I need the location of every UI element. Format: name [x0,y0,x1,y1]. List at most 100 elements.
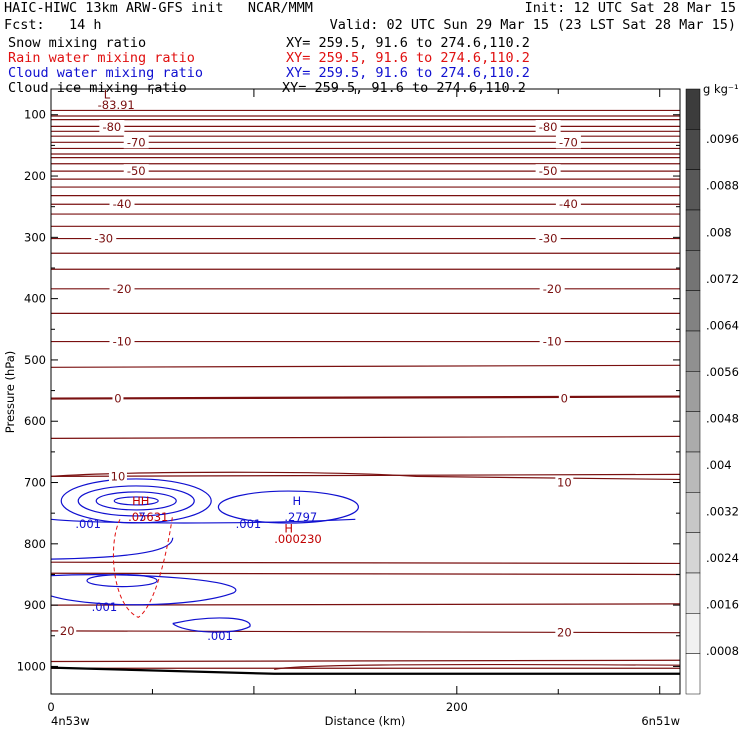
extremum-label: .000230 [274,532,322,546]
colorbar-label: .0088 [706,179,739,193]
plot-frame [50,88,681,695]
colorbar-segment [685,290,701,332]
cloud-water-contour [50,537,174,560]
colorbar-label: .0056 [706,365,739,379]
colorbar-segment [685,492,701,533]
isotherm-line [50,561,681,565]
field-cloudwater-name: Cloud water mixing ratio [8,65,204,81]
extremum-label: 7 [138,510,145,524]
isotherm-label-bg [123,164,149,178]
colorbar-label: .0032 [706,505,739,519]
isotherm-label: -10 [543,335,562,349]
y-tick-label: 100 [24,108,46,122]
isotherm-label: 20 [60,624,75,638]
cloud-water-contour [172,617,251,633]
cloud-water-contour [86,574,158,588]
extremum-label: .001 [207,629,233,643]
x-tick-label: 200 [446,700,468,714]
cloud-water-contour [50,518,356,524]
colorbar-segment [685,532,701,574]
colorbar-segment [685,250,701,291]
extremum-label: .001 [75,517,101,531]
colorbar-label: .0048 [706,411,739,425]
cloud-water-contour [77,485,195,517]
isotherm-line [50,659,681,663]
isotherm-label-bg [535,120,561,134]
colorbar-segment [685,411,701,453]
chart-title: HAIC-HIWC 13km ARW-GFS init NCAR/MMM [4,0,313,16]
y-tick-label: 200 [24,169,46,183]
valid-time: Valid: 02 UTC Sun 29 Mar 15 (23 LST Sat … [329,17,736,33]
y-tick-label: 700 [24,476,46,490]
colorbar-label: .004 [706,458,732,472]
extremum-label: HH [132,494,149,508]
forecast-hour: Fcst: 14 h [4,17,102,33]
field-rain-xy: XY= 259.5, 91.6 to 274.6,110.2 [286,50,530,66]
isotherm-label: 20 [557,626,572,640]
colorbar-label: .0016 [706,598,739,612]
colorbar-label: .0008 [706,644,739,658]
isotherm-label: -80 [539,120,558,134]
isotherm-label: -40 [559,197,578,211]
marks-layer: -80 -80-70 -70-50 -50-40 -40-30 -30-20 -20-10-… [58,88,581,643]
contour-layer [50,109,681,675]
colorbar-label: .0072 [706,272,739,286]
x-endpoint-left: 4n53w [51,714,90,728]
field-cloudwater-xy: XY= 259.5, 91.6 to 274.6,110.2 [286,65,530,81]
isotherm-label: -70 [127,135,146,149]
colorbar-segment [685,129,701,170]
isotherm-label-bg [123,135,149,149]
isotherm-label: -50 [539,164,558,178]
isotherm-line [50,473,681,477]
extremum-label: .001 [92,600,118,614]
isotherm-label: -20 [543,282,562,296]
extremum-label: H [284,521,293,535]
colorbar-unit: g kg⁻¹ [703,82,739,96]
isotherm-label-bg [535,231,561,245]
colorbar-segment [685,371,701,412]
colorbar-label: .0064 [706,318,739,332]
x-tick-label: 0 [47,700,54,714]
isotherm-label-bg [555,625,574,639]
colorbar-segment [685,613,701,654]
isotherm-label: -20 [113,282,132,296]
colorbar-segment [685,88,701,130]
field-snow-xy: XY= 259.5, 91.6 to 274.6,110.2 [286,35,530,51]
colorbar: g kg⁻¹ .0096 .0088 .008 .0072 .0064 .0056 .0048… [685,82,739,695]
isotherm-label-bg [108,469,127,483]
isotherm-label-bg [539,281,565,295]
isotherm-label-bg [91,231,117,245]
colorbar-label: .0024 [706,551,739,565]
y-tick-label: 800 [24,537,46,551]
extremum-label: .05631 [128,510,168,524]
x-axis-label: Distance (km) [325,714,406,728]
colorbar-label: .008 [706,225,732,239]
isotherm-label: 0 [561,392,568,406]
isotherm-label: -10 [113,335,132,349]
isotherm-line [274,663,681,671]
isotherm-line [50,630,681,634]
y-tick-label: 400 [24,292,46,306]
y-axis-label: Pressure (hPa) [3,351,17,434]
isotherm-label: -50 [127,164,146,178]
y-tick-label: 900 [24,598,46,612]
isotherm-line [50,435,681,439]
isotherm-line [50,395,681,400]
extremum-label: -83.91 [98,98,135,112]
isotherm-line [50,572,681,576]
isotherm-line [50,364,681,368]
isotherm-label-bg [58,623,77,637]
isotherm-label-bg [555,197,581,211]
colorbar-segment [685,572,701,614]
extremum-label: H [292,494,301,508]
isotherm-line [50,471,681,481]
rain-water-contour [112,514,174,618]
isotherm-label-bg [112,391,124,405]
colorbar-segment [685,451,701,493]
colorbar-segment [685,209,701,251]
isotherm-label-bg [99,120,125,134]
field-cloudice-xy: XY= 259.5, 91.6 to 274.6,110.2 [282,80,526,96]
x-endpoint-right: 6n51w [641,714,680,728]
field-snow-name: Snow mixing ratio [8,35,147,51]
